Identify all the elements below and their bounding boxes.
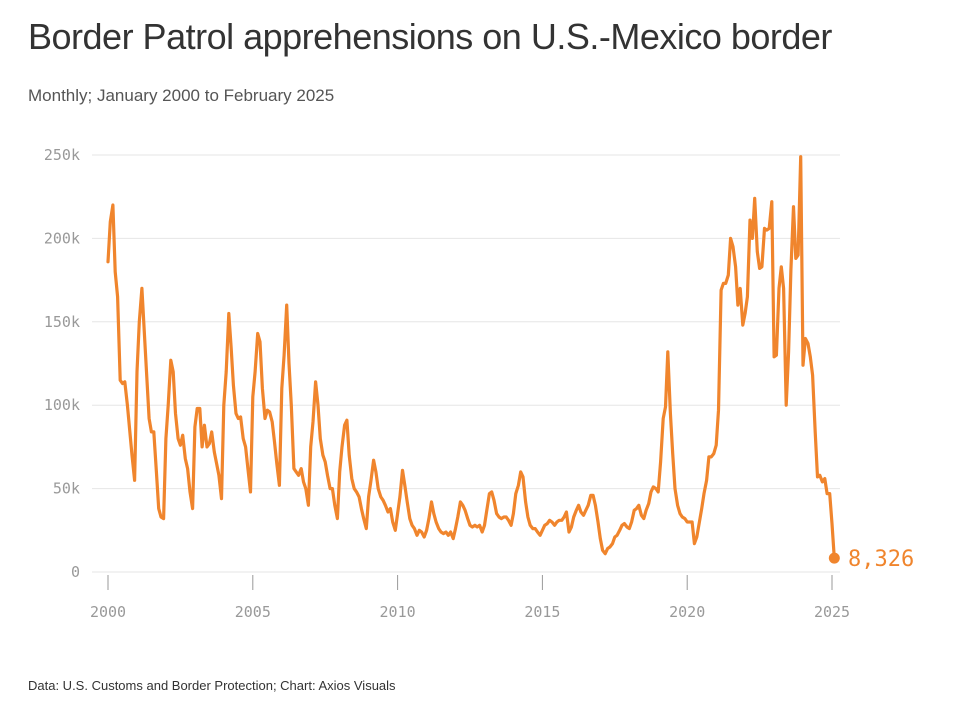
series-layer: 8,326 [106,155,914,572]
y-tick-label: 100k [44,396,80,414]
series-line [106,155,836,560]
x-tick-label: 2000 [90,603,126,621]
x-tick-label: 2005 [235,603,271,621]
y-tick-label: 0 [71,563,80,581]
y-tick-label: 50k [53,480,80,498]
x-tick-label: 2015 [524,603,560,621]
y-axis-ticks: 0 50k 100k 150k 200k 250k [44,146,80,581]
chart-subtitle: Monthly; January 2000 to February 2025 [28,86,335,105]
gridlines [92,154,840,573]
y-tick-label: 150k [44,313,80,331]
x-tick-label: 2025 [814,603,850,621]
end-value-label: 8,326 [848,547,914,572]
x-tick-label: 2020 [669,603,705,621]
x-axis-ticks: 2000 2005 2010 2015 2020 2025 [90,575,850,621]
x-tick-label: 2010 [380,603,416,621]
source-note: Data: U.S. Customs and Border Protection… [28,678,396,693]
y-tick-label: 200k [44,229,80,247]
y-tick-label: 250k [44,146,80,164]
chart-title: Border Patrol apprehensions on U.S.-Mexi… [28,16,832,57]
end-point-marker [828,552,840,564]
